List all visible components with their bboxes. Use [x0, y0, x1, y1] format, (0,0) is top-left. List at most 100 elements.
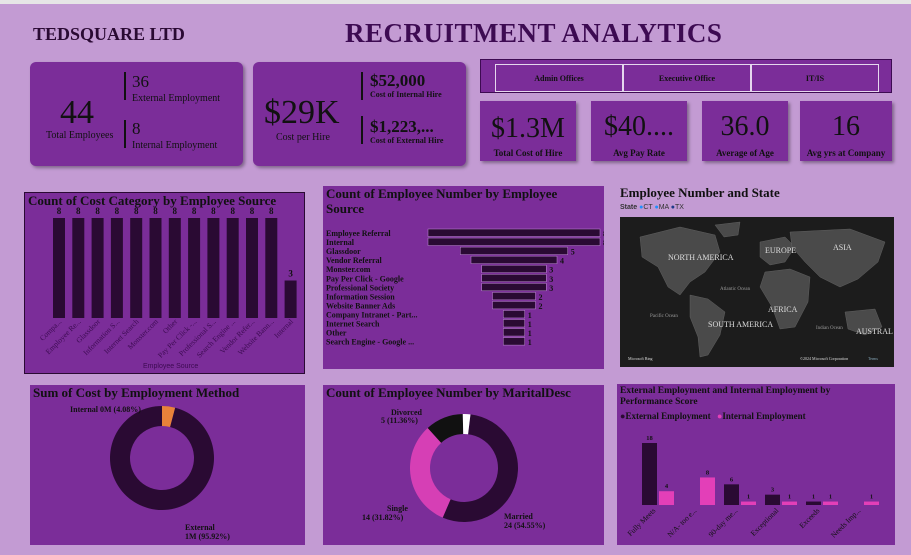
- donut-slice: [162, 406, 176, 428]
- bar-value-label: 8: [153, 206, 158, 216]
- bar-value-label: 1: [528, 338, 532, 347]
- avg-years-card: 16 Avg yrs at Company: [800, 101, 892, 161]
- y-tick-label: Monster.com: [326, 265, 371, 274]
- bar: [503, 328, 525, 337]
- bar-value-label: 8: [173, 206, 178, 216]
- department-slicer: Admin Offices Executive Office IT/IS: [480, 59, 892, 93]
- bar-value-label: 3: [549, 284, 553, 293]
- chart-title-line2: Source: [326, 201, 365, 216]
- bar: [246, 218, 258, 318]
- world-map[interactable]: NORTH AMERICA EUROPE ASIA AFRICA SOUTH A…: [620, 217, 894, 367]
- divider: [361, 116, 363, 144]
- map-label: Atlantic Ocean: [720, 287, 751, 292]
- internal-hire-cost-value: $52,000: [370, 71, 426, 90]
- bar: [207, 218, 220, 318]
- bar-value-label: 8: [250, 206, 255, 216]
- donut-slice: [442, 414, 518, 522]
- y-tick-label: Internal: [326, 238, 355, 247]
- donut-slice: [410, 428, 451, 518]
- y-tick-label: Internet Search: [326, 320, 380, 329]
- cost-category-chart[interactable]: Count of Cost Category by Employee Sourc…: [24, 192, 305, 374]
- top-strip: [0, 0, 911, 4]
- y-tick-label: Employee Referral: [326, 229, 391, 238]
- label-external-line1: External: [185, 523, 215, 532]
- cost-per-hire-label: Cost per Hire: [276, 132, 330, 143]
- avg-pay-card: $40.... Avg Pay Rate: [591, 101, 687, 161]
- bar: [700, 477, 715, 505]
- perf-legend: ●External Employment ●Internal Employmen…: [620, 411, 806, 421]
- legend-label: State: [620, 204, 638, 211]
- label-single-2: 14 (31.82%): [362, 513, 404, 522]
- bar-value-label: 1: [528, 329, 532, 338]
- bar: [782, 501, 797, 505]
- divider: [361, 72, 363, 100]
- bar: [864, 501, 879, 505]
- y-tick-label: Information Session: [326, 292, 395, 301]
- bar-value-label: 1: [528, 320, 532, 329]
- total-employees-label: Total Employees: [46, 130, 114, 141]
- legend-internal: Internal Employment: [722, 411, 806, 421]
- avg-pay-value: $40....: [604, 111, 674, 142]
- bar-value-label: 8: [57, 206, 62, 216]
- avg-age-value: 36.0: [720, 111, 770, 142]
- y-tick-label: Pay Per Click - Google: [326, 274, 404, 283]
- bar-value-label: 3: [288, 269, 293, 279]
- bar-value-label: 3: [549, 275, 553, 284]
- x-tick-label: Needs Imp...: [829, 506, 863, 540]
- employment-method-chart[interactable]: Sum of Cost by Employment Method Interna…: [30, 385, 305, 545]
- bar-value-label: 8: [706, 469, 710, 476]
- map-panel[interactable]: Employee Number and State State ●CT ●MA …: [617, 183, 895, 369]
- bar: [503, 310, 525, 319]
- bar: [72, 218, 85, 318]
- label-single-1: Single: [387, 504, 408, 513]
- avg-years-label: Avg yrs at Company: [806, 148, 886, 158]
- method-donut: [110, 406, 215, 510]
- bar-value-label: 8: [230, 206, 235, 216]
- map-terms[interactable]: Terms: [868, 356, 878, 361]
- bar-value-label: 5: [571, 248, 575, 257]
- x-tick-label: N/A- too e...: [665, 506, 698, 539]
- map-label: AUSTRAL: [856, 327, 893, 336]
- map-label: ASIA: [833, 243, 852, 252]
- bar-value-label: 8: [211, 206, 216, 216]
- performance-chart[interactable]: External Employment and Internal Employm…: [617, 384, 895, 545]
- total-cost-label: Total Cost of Hire: [493, 148, 563, 158]
- label-external-line2: 1M (95.92%): [185, 532, 230, 541]
- avg-pay-label: Avg Pay Rate: [613, 148, 665, 158]
- total-cost-card: $1.3M Total Cost of Hire: [480, 101, 576, 161]
- external-hire-cost-label: Cost of External Hire: [370, 136, 444, 145]
- total-cost-value: $1.3M: [491, 113, 565, 144]
- legend-ma: MA: [658, 204, 669, 211]
- label-married-1: Married: [504, 512, 533, 521]
- slicer-admin-offices[interactable]: Admin Offices: [495, 64, 623, 92]
- external-hire-cost-value: $1,223,...: [370, 117, 434, 136]
- x-tick-label: Fully Meets: [626, 506, 658, 538]
- bar-value-label: 4: [665, 483, 669, 490]
- y-tick-label: Website Banner Ads: [326, 301, 395, 310]
- employee-source-chart[interactable]: Count of Employee Number by Employee Sou…: [323, 186, 604, 369]
- company-name: TEDSQUARE LTD: [33, 24, 185, 44]
- bar-value-label: 3: [771, 487, 775, 494]
- kpi-cost-card: $29K Cost per Hire $52,000 Cost of Inter…: [253, 62, 466, 166]
- bar-value-label: 8: [603, 239, 604, 248]
- bar: [492, 292, 536, 301]
- chart-title-line2: Performance Score: [620, 397, 698, 407]
- bar-value-label: 18: [646, 435, 653, 442]
- bar: [481, 274, 547, 282]
- donut-slice: [110, 406, 215, 510]
- x-tick-label: Exceeds: [797, 506, 821, 530]
- internal-employment-value: 8: [132, 119, 141, 138]
- bar: [53, 218, 65, 318]
- bar: [481, 283, 547, 292]
- legend-ct: CT: [643, 204, 653, 211]
- bar-value-label: 1: [812, 494, 815, 501]
- map-label: NORTH AMERICA: [668, 253, 734, 262]
- bar: [503, 337, 525, 346]
- marital-chart[interactable]: Count of Employee Number by MaritalDesc …: [323, 385, 604, 545]
- slicer-it-is[interactable]: IT/IS: [751, 64, 879, 92]
- x-axis-label: Employee Source: [143, 363, 199, 370]
- slicer-executive-office[interactable]: Executive Office: [623, 64, 751, 92]
- bar: [226, 218, 239, 318]
- page-title: RECRUITMENT ANALYTICS: [345, 18, 723, 48]
